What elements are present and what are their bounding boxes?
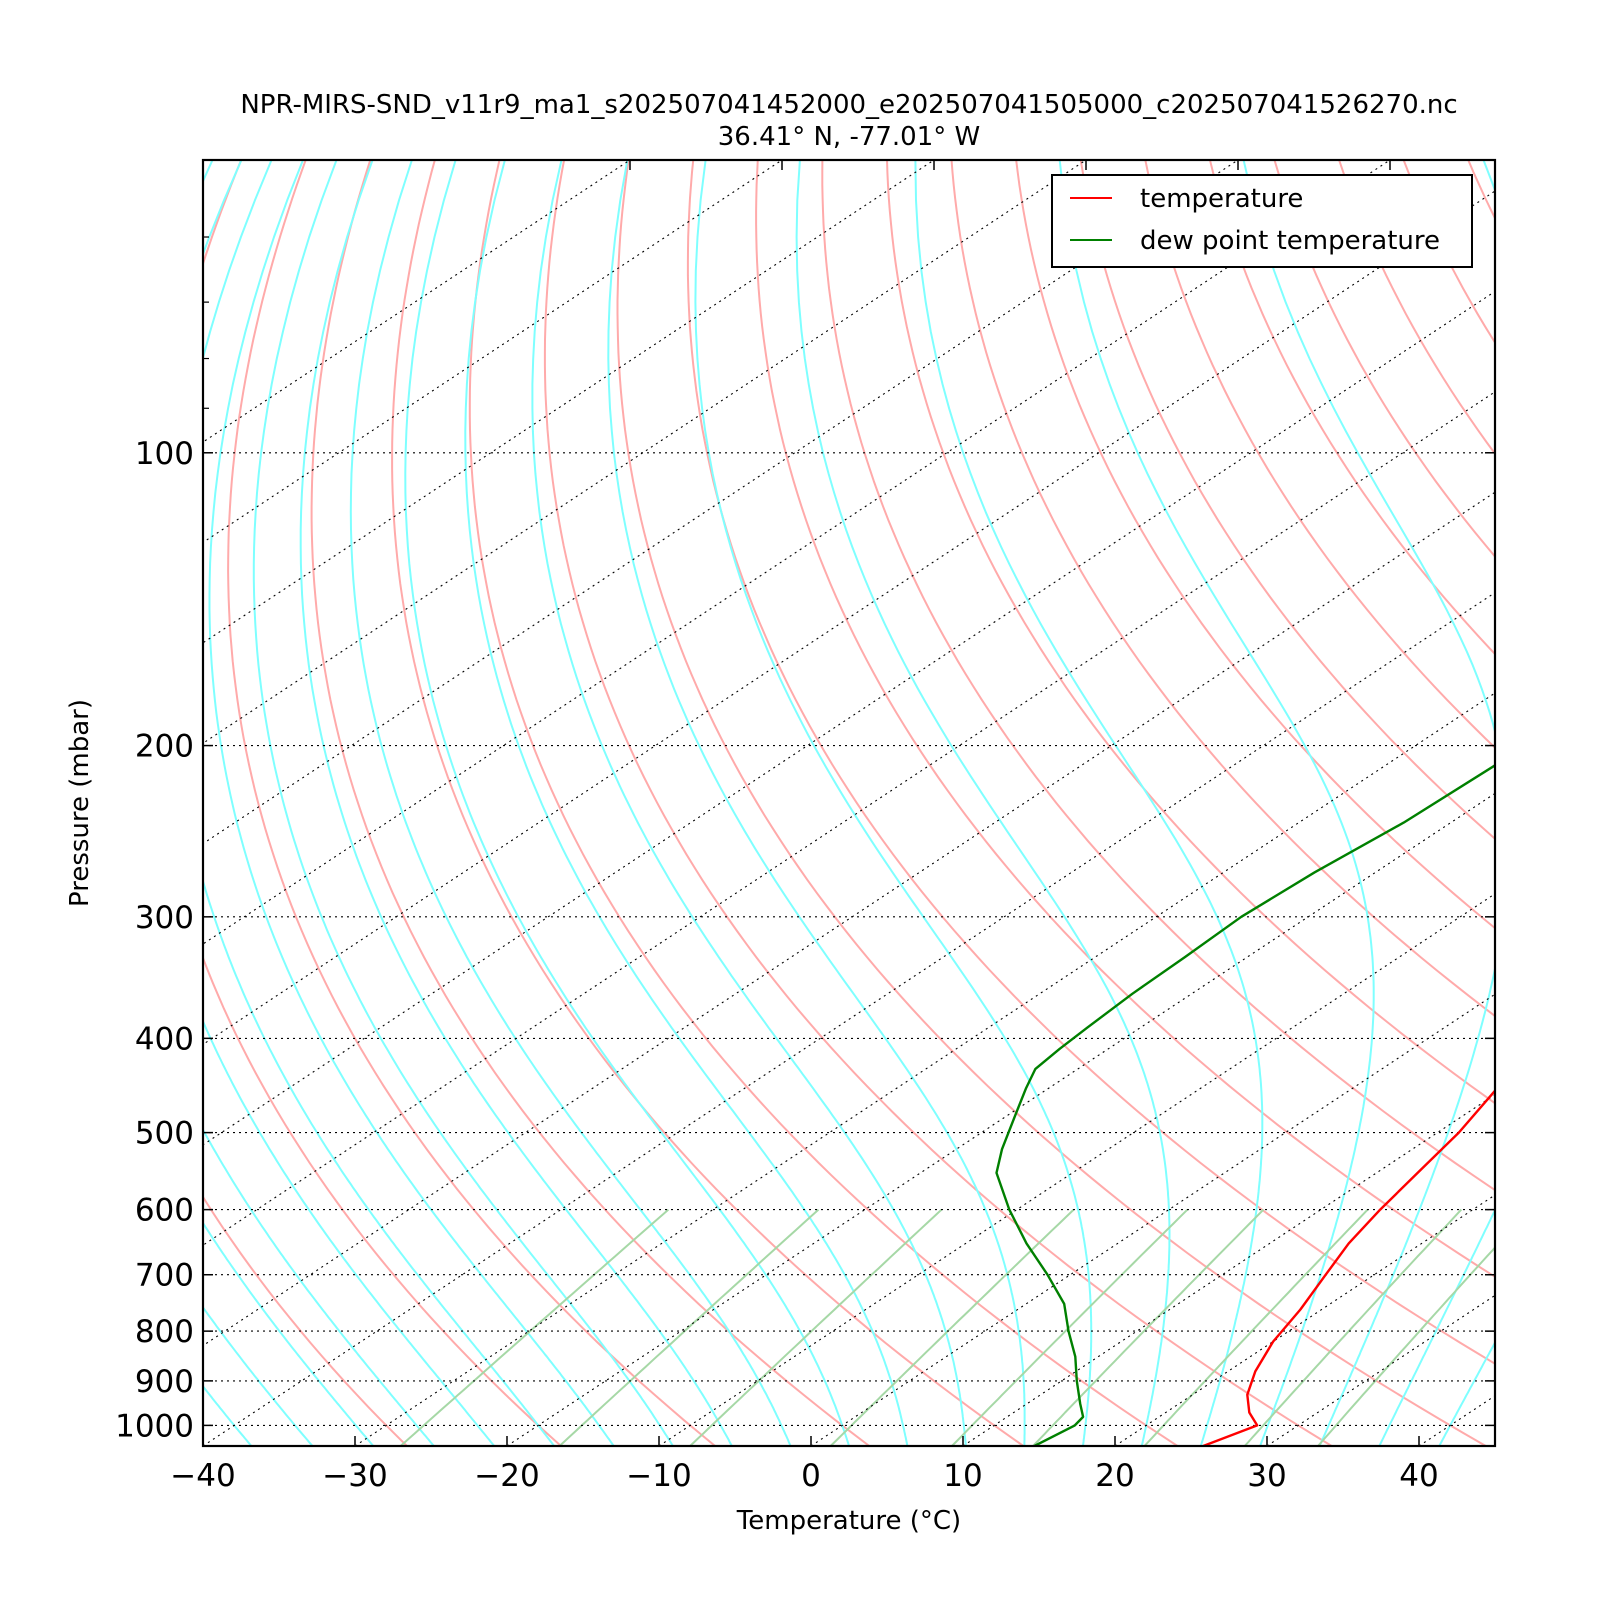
moist-adiabat [795,160,1171,1446]
series-line-dew-point [995,763,1495,1446]
moist-adiabat [252,160,674,1446]
mixing-ratio-line [1243,1208,1463,1446]
y-tick-label: 100 [135,436,194,472]
moist-adiabat [203,1384,253,1446]
dry-adiabat [1527,147,1600,1447]
moist-adiabat [203,160,435,1446]
dry-adiabat [1144,160,1495,750]
moist-adiabat [694,160,1093,1446]
moist-adiabat [1058,160,1375,1446]
y-tick-label: 800 [135,1314,194,1350]
dry-adiabat [821,160,1495,1192]
background-lines [203,147,1600,1447]
x-tick-label: 0 [801,1458,821,1494]
x-tick-label: 40 [1399,1458,1438,1494]
legend-label-temperature: temperature [1140,184,1303,214]
dry-adiabat [1402,160,1495,345]
y-tick-label: 700 [135,1258,194,1294]
dry-adiabat [203,160,562,1446]
series-line-temperature [1202,1088,1495,1446]
mixing-ratio-line [558,1208,820,1446]
dry-adiabat [686,160,1495,1365]
moist-adiabat [607,160,1026,1446]
moist-adiabat [914,160,1264,1446]
moist-adiabat [203,160,555,1446]
mixing-ratio-line [1143,1208,1369,1446]
isotherm [203,160,631,443]
dry-adiabat [310,160,870,1446]
y-axis-label: Pressure (mbar) [65,699,95,907]
moist-adiabat [203,1221,375,1446]
dry-adiabat [1467,160,1495,221]
x-tick-label: −40 [170,1458,235,1494]
y-tick-label: 300 [135,900,194,936]
isotherm [1418,1395,1495,1446]
x-tick-label: −30 [322,1458,387,1494]
moist-adiabat [203,1305,314,1446]
moist-adiabat [203,160,495,1446]
moist-adiabat [349,160,792,1446]
isotherm [203,160,1087,744]
dry-adiabat [203,1195,408,1446]
isotherm [203,160,1391,945]
chart-subtitle: 36.41° N, -77.01° W [718,122,980,152]
moist-adiabat [1242,160,1495,1446]
y-tick-label: 200 [135,729,194,765]
mixing-ratio-line [1317,1246,1495,1446]
y-tick-label: 500 [135,1116,194,1152]
isotherm [203,160,1239,845]
moist-adiabat [1378,160,1495,1446]
isotherm [203,290,1495,1146]
mixing-ratio-line [1032,1208,1265,1446]
dry-adiabat [886,160,1495,1105]
x-tick-label: −20 [474,1458,539,1494]
legend-box [1051,174,1473,268]
mixing-ratio-line [951,1208,1189,1446]
x-axis-label: Temperature (°C) [736,1506,961,1536]
moist-adiabat [1499,160,1600,1446]
dry-adiabat [616,160,1487,1446]
moist-adiabat [531,160,967,1446]
isotherm [810,993,1495,1446]
moist-adiabat [1438,1340,1495,1446]
legend: temperature dew point temperature [1051,174,1473,268]
y-axis: 100 200 300 400 500 600 700 800 900 1000 [115,236,1495,1444]
dry-adiabat [468,160,1179,1446]
moist-adiabat [299,160,733,1446]
x-tick-label: 20 [1095,1458,1134,1494]
dry-adiabat [755,160,1495,1278]
mixing-ratio-line [689,1208,943,1446]
dry-adiabat [1273,160,1495,559]
plot-frame [201,158,1497,1448]
isotherm [203,160,783,544]
dry-adiabat [1079,160,1495,841]
legend-label-dew-point: dew point temperature [1140,226,1440,256]
dry-adiabat [1338,160,1495,456]
x-axis: −40 −30 −20 −10 0 10 20 30 40 [170,160,1439,1494]
moist-adiabat [208,160,615,1446]
dry-adiabat [543,160,1333,1446]
moist-adiabat [464,160,909,1446]
mixing-ratio-line [399,1208,670,1446]
y-tick-label: 400 [135,1021,194,1057]
dry-adiabat [1015,160,1495,930]
data-series [995,763,1495,1446]
dry-adiabat [1591,147,1600,1447]
y-tick-label: 1000 [115,1408,194,1444]
x-tick-label: 30 [1247,1458,1286,1494]
x-tick-label: −10 [626,1458,691,1494]
isotherm [203,160,935,644]
y-tick-label: 900 [135,1364,194,1400]
dry-adiabat [391,160,1024,1446]
isotherm [203,190,1495,1046]
moist-adiabat [404,160,850,1446]
y-tick-label: 600 [135,1193,194,1229]
dry-adiabat [227,160,716,1446]
dry-adiabat [950,160,1495,1018]
chart-title: NPR-MIRS-SND_v11r9_ma1_s202507041452000_… [240,90,1457,120]
mixing-ratio-line [829,1208,1075,1446]
dry-adiabat [1208,160,1495,656]
x-tick-label: 10 [943,1458,982,1494]
